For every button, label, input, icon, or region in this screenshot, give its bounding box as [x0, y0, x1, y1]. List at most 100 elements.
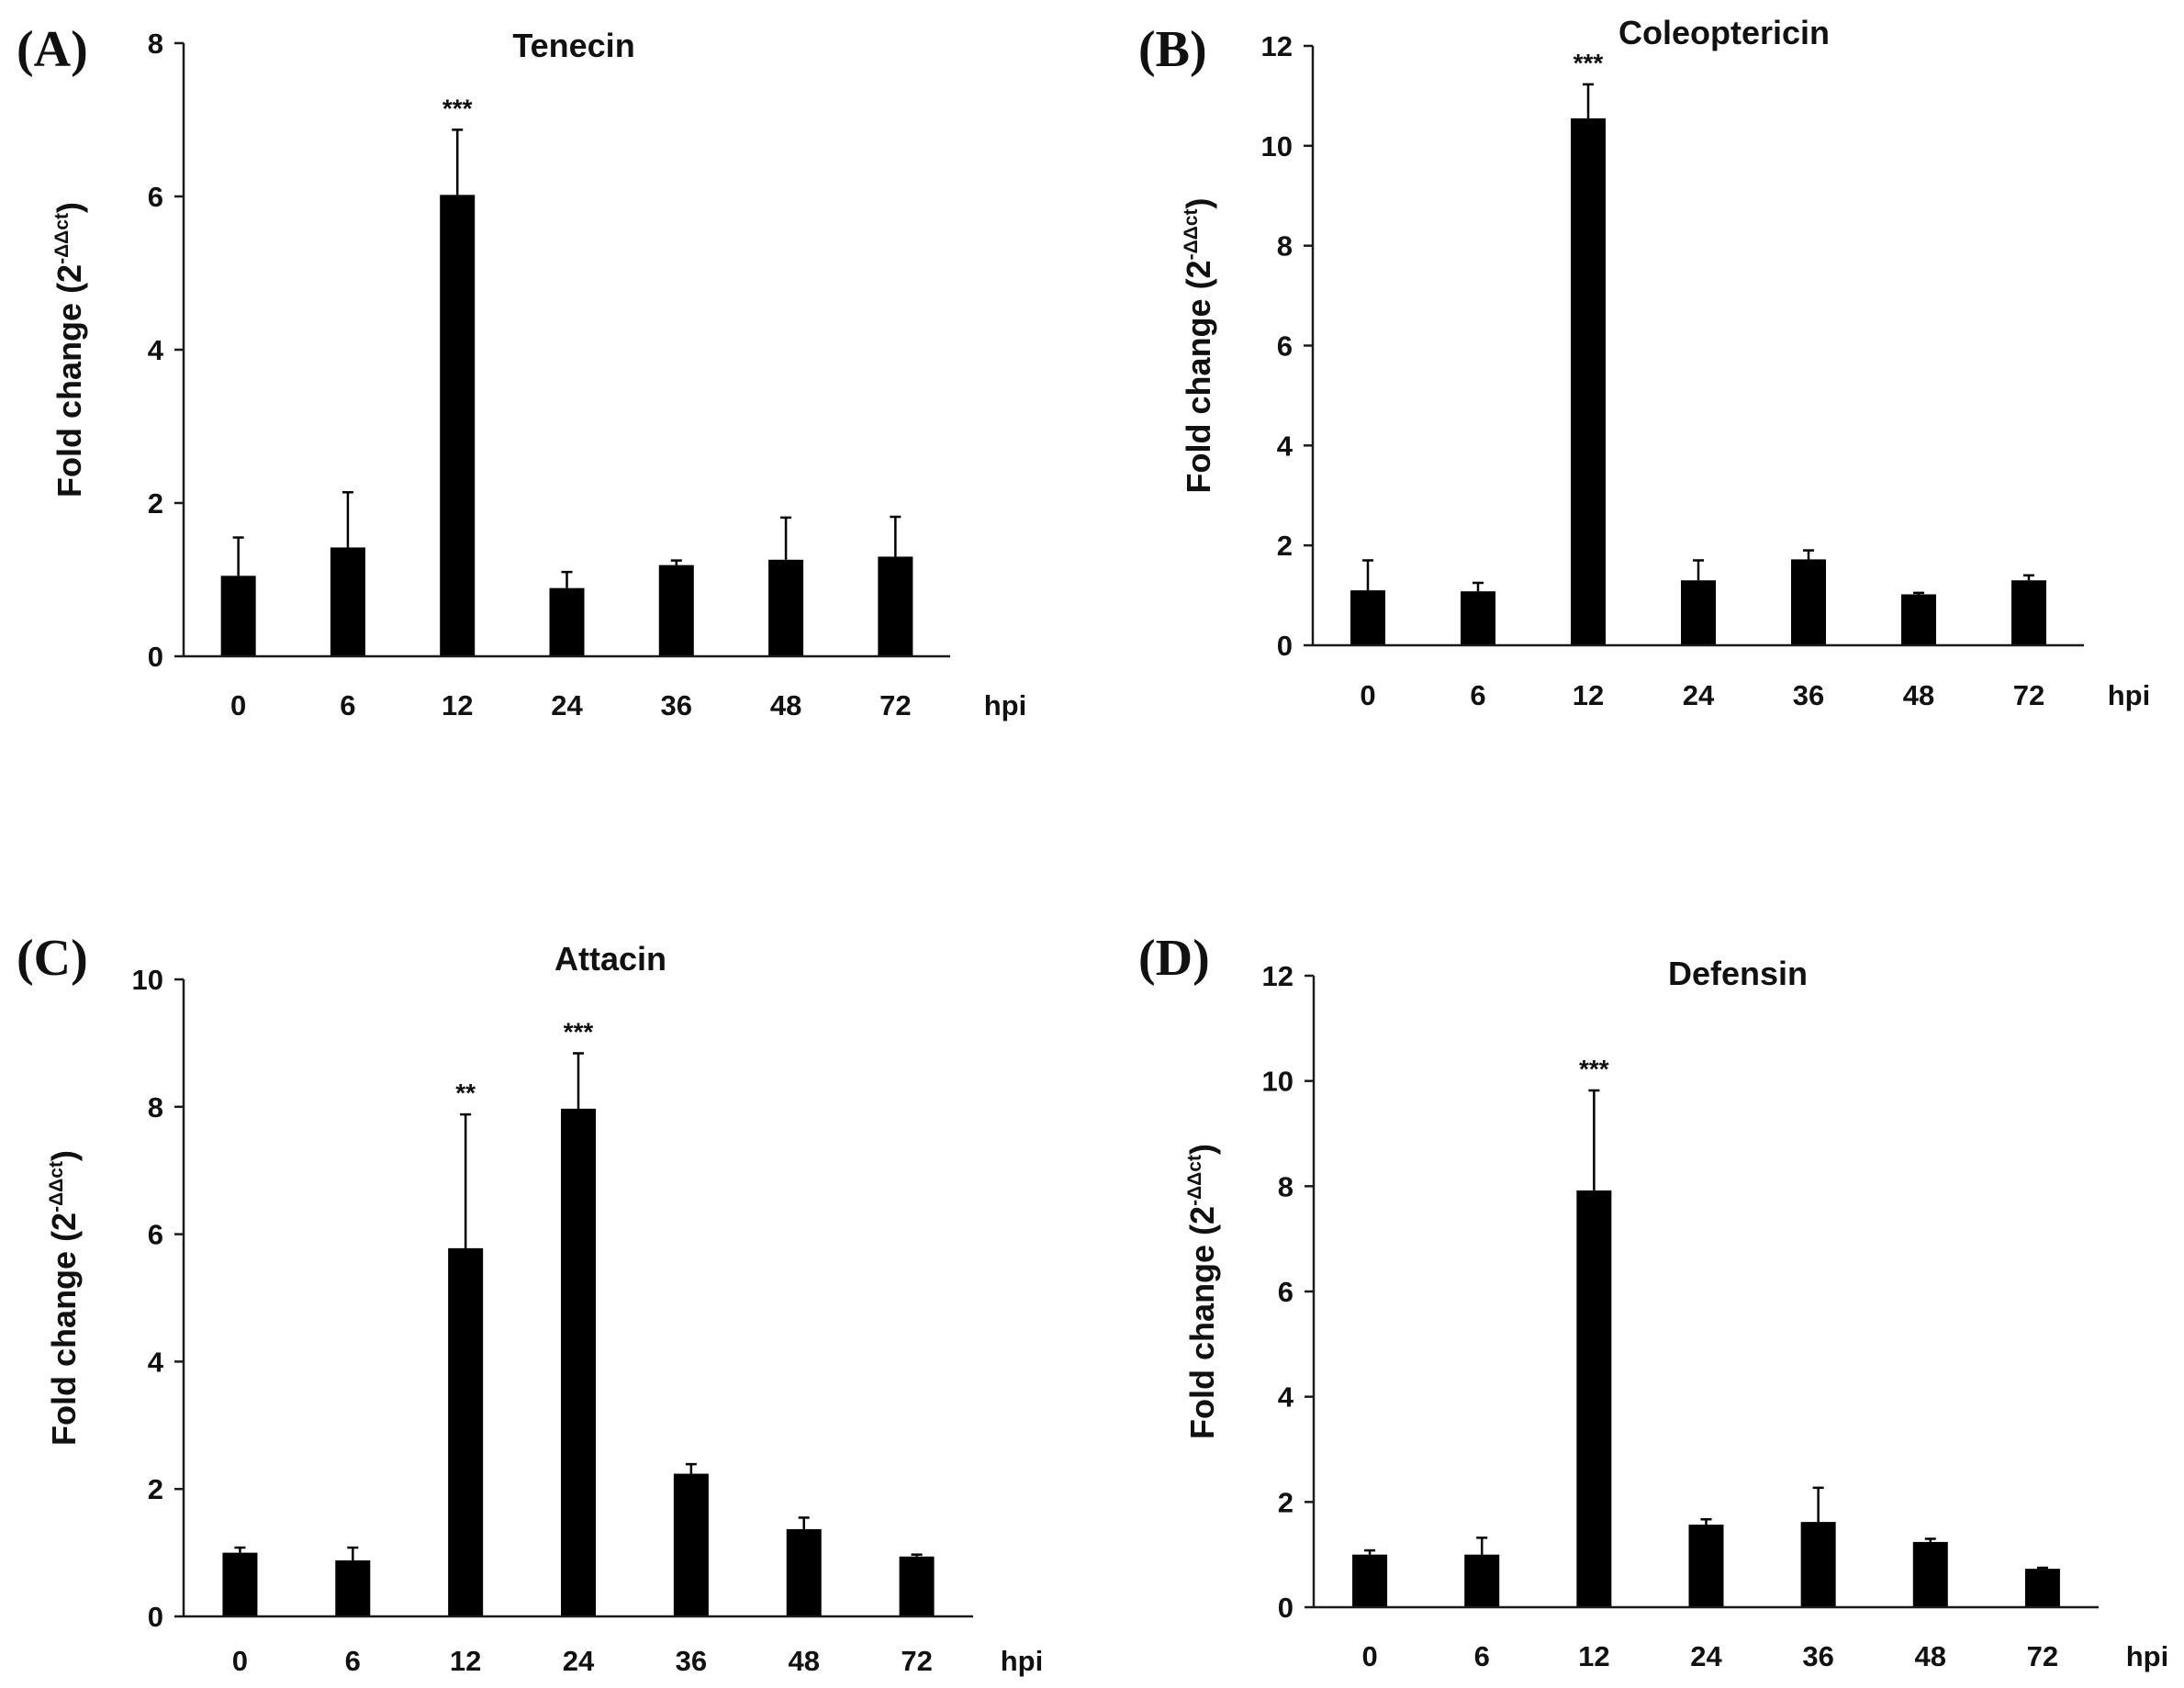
x-tick-label: 72	[2027, 1640, 2058, 1672]
bar-48	[1912, 1541, 1948, 1607]
y-tick-label: 0	[1278, 1592, 1294, 1624]
x-axis-label: hpi	[984, 689, 1027, 721]
bar-36	[673, 1473, 709, 1616]
panel-letter: (C)	[17, 930, 88, 987]
x-tick-label: 6	[345, 1645, 361, 1677]
x-tick-label: 0	[230, 689, 246, 721]
y-tick-label: 2	[148, 487, 163, 520]
x-axis-label: hpi	[2126, 1640, 2169, 1672]
bar-0	[1350, 590, 1385, 645]
x-tick-label: 24	[1690, 1640, 1722, 1672]
significance-label: ***	[1579, 1055, 1609, 1083]
bar-72	[2024, 1569, 2060, 1607]
y-tick-label: 2	[1278, 1486, 1294, 1518]
y-tick-label: 8	[1278, 1170, 1294, 1202]
y-tick-label: 0	[148, 641, 163, 673]
bar-36	[1791, 559, 1826, 645]
y-tick-label: 6	[148, 181, 163, 213]
x-tick-label: 72	[879, 689, 911, 721]
significance-label: ***	[442, 94, 473, 122]
bar-0	[222, 1552, 258, 1616]
bar-72	[899, 1556, 935, 1616]
x-axis-label: hpi	[1001, 1645, 1044, 1677]
x-tick-label: 0	[1361, 1640, 1377, 1672]
y-tick-label: 6	[148, 1219, 163, 1251]
chart-title: Coleoptericin	[1618, 14, 1830, 51]
bar-48	[768, 559, 804, 656]
x-tick-label: 48	[770, 689, 801, 721]
y-tick-label: 0	[1277, 630, 1293, 662]
bar-12	[1576, 1190, 1612, 1607]
bar-12	[1571, 117, 1606, 645]
panel-letter: (A)	[17, 21, 88, 78]
y-tick-label: 2	[148, 1473, 163, 1505]
y-tick-label: 8	[148, 28, 163, 60]
bar-24	[561, 1108, 596, 1616]
x-tick-label: 12	[1573, 679, 1604, 711]
bar-6	[335, 1559, 371, 1616]
significance-label: ***	[1574, 49, 1604, 77]
significance-label: ***	[564, 1018, 594, 1046]
y-tick-label: 4	[1277, 430, 1294, 462]
panel-letter: (B)	[1138, 21, 1207, 78]
bar-72	[878, 556, 913, 656]
x-tick-label: 6	[340, 689, 355, 721]
x-tick-label: 12	[450, 1645, 481, 1677]
y-tick-label: 0	[148, 1601, 163, 1633]
bar-12	[440, 195, 476, 656]
bar-6	[1464, 1554, 1500, 1607]
panel-letter: (D)	[1138, 930, 1210, 987]
x-tick-label: 24	[1683, 679, 1715, 711]
x-tick-label: 36	[676, 1645, 707, 1677]
y-axis-label: Fold change (2-ΔΔct)	[1180, 198, 1217, 494]
chart-title: Tenecin	[512, 27, 634, 64]
y-tick-label: 4	[148, 334, 164, 366]
bar-24	[1688, 1524, 1724, 1607]
y-axis-label: Fold change (2-ΔΔct)	[45, 1150, 83, 1446]
bar-24	[549, 587, 585, 656]
bar-72	[2011, 580, 2046, 645]
y-tick-label: 8	[148, 1091, 163, 1123]
x-tick-label: 36	[1793, 679, 1824, 711]
y-tick-label: 6	[1277, 330, 1293, 363]
x-tick-label: 0	[1360, 679, 1375, 711]
x-tick-label: 36	[661, 689, 692, 721]
bar-36	[658, 565, 694, 656]
y-tick-label: 12	[1261, 30, 1293, 62]
y-tick-label: 10	[1261, 130, 1293, 162]
bar-48	[786, 1528, 822, 1616]
y-tick-label: 2	[1277, 530, 1293, 562]
significance-label: **	[455, 1079, 476, 1107]
y-tick-label: 4	[148, 1346, 164, 1378]
bar-48	[1901, 594, 1936, 645]
y-axis-label: Fold change (2-ΔΔct)	[1183, 1144, 1221, 1439]
x-tick-label: 6	[1470, 679, 1485, 711]
bar-6	[1461, 591, 1495, 645]
x-tick-label: 48	[1915, 1640, 1946, 1672]
y-tick-label: 10	[1262, 1066, 1294, 1098]
x-tick-label: 72	[901, 1645, 932, 1677]
y-tick-label: 6	[1278, 1276, 1294, 1308]
bar-0	[1352, 1554, 1388, 1607]
y-tick-label: 8	[1277, 230, 1293, 263]
chart-title: Attacin	[554, 940, 666, 978]
x-tick-label: 24	[551, 689, 583, 721]
bar-36	[1800, 1522, 1836, 1607]
x-tick-label: 36	[1802, 1640, 1833, 1672]
bar-0	[220, 576, 256, 656]
bar-6	[330, 547, 365, 656]
y-tick-label: 12	[1262, 960, 1294, 992]
x-tick-label: 72	[2013, 679, 2044, 711]
x-tick-label: 48	[1903, 679, 1934, 711]
bar-12	[448, 1247, 484, 1616]
y-tick-label: 10	[132, 964, 163, 996]
bar-24	[1681, 580, 1716, 645]
x-axis-label: hpi	[2108, 679, 2151, 711]
x-tick-label: 12	[442, 689, 473, 721]
x-tick-label: 24	[563, 1645, 595, 1677]
